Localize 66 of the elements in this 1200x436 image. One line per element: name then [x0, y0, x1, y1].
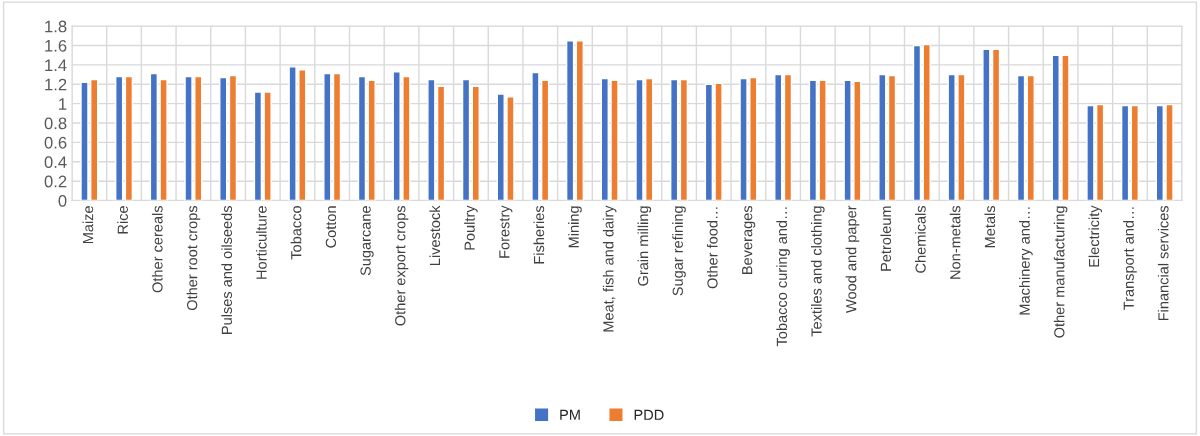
bar — [332, 72, 342, 201]
x-tick-label: Chemicals — [915, 205, 926, 273]
x-tick-label: Meat, fish and dairy — [602, 205, 617, 332]
x-tick-label: Grain milling — [637, 206, 652, 286]
x-tick-label: Sugar refining — [672, 206, 686, 296]
x-tick-label: Financial services — [1157, 205, 1169, 321]
bar — [367, 79, 376, 201]
x-tick-label: Mining — [568, 206, 582, 248]
bar — [461, 78, 471, 201]
y-tick-label: 1.8 — [45, 20, 67, 33]
x-tick-label: Beverages — [742, 205, 756, 274]
bar — [670, 78, 679, 201]
bar — [124, 75, 134, 201]
y-tick-label: 0.6 — [44, 136, 67, 149]
legend-label: PDD — [634, 409, 664, 420]
x-tick-label: Livestock — [429, 205, 441, 266]
bar — [323, 72, 332, 201]
x-tick-label: Forestry — [499, 205, 513, 258]
x-tick-label: Other cereals — [151, 205, 163, 293]
y-tick-label: 1.6 — [45, 39, 67, 52]
x-tick-label: Pulses and oilseeds — [221, 205, 233, 334]
legend-label: PM — [560, 409, 580, 420]
x-tick-label: Cotton — [325, 206, 337, 248]
x-tick-label: Rice — [117, 206, 128, 234]
x-tick-label: Other food… — [706, 207, 718, 289]
x-tick-label: Maize — [82, 206, 94, 244]
y-tick-label: 1 — [59, 98, 67, 110]
y-tick-label: 0.4 — [44, 156, 67, 169]
bar — [1016, 74, 1026, 201]
y-tick-label: 1.4 — [45, 59, 67, 71]
bar — [1026, 74, 1035, 201]
x-tick-label: Petroleum — [880, 206, 892, 271]
bar — [357, 75, 367, 201]
x-tick-label: Other export crops — [394, 205, 409, 326]
y-tick-label: 0.2 — [44, 175, 67, 188]
bar — [783, 73, 793, 201]
bar — [565, 39, 575, 201]
bar — [219, 76, 228, 201]
x-tick-label: Tobacco — [290, 206, 302, 260]
bar — [912, 44, 922, 201]
x-tick-label: Other manufacturing — [1053, 206, 1068, 338]
bar — [774, 73, 783, 201]
x-tick-label: Machinery and… — [1019, 207, 1033, 315]
y-tick-label: 0.8 — [44, 117, 67, 130]
x-tick-label: Textiles and clothing — [810, 206, 825, 337]
bar — [878, 73, 887, 201]
x-tick-label: Poultry — [464, 205, 478, 250]
y-tick-label: 1.2 — [45, 78, 67, 91]
bar — [115, 75, 124, 201]
bar — [471, 85, 480, 201]
x-tick-label: Fisheries — [533, 205, 545, 264]
bar — [575, 39, 584, 201]
x-tick-label: Non-metals — [949, 205, 961, 279]
y-tick-label: 0 — [58, 194, 67, 207]
x-tick-label: Sugarcane — [360, 206, 374, 276]
x-tick-label: Electricity — [1088, 205, 1103, 267]
x-tick-label: Horticulture — [255, 206, 267, 279]
x-tick-label: Wood and paper — [845, 205, 860, 313]
x-tick-label: Transport and… — [1123, 207, 1137, 310]
bar — [228, 74, 238, 201]
bar — [922, 43, 931, 201]
x-tick-label: Metals — [984, 205, 996, 248]
x-tick-label: Other root crops — [186, 205, 201, 311]
bar — [679, 78, 689, 201]
bar — [887, 74, 897, 201]
x-tick-label: Tobacco curing and… — [776, 207, 790, 347]
